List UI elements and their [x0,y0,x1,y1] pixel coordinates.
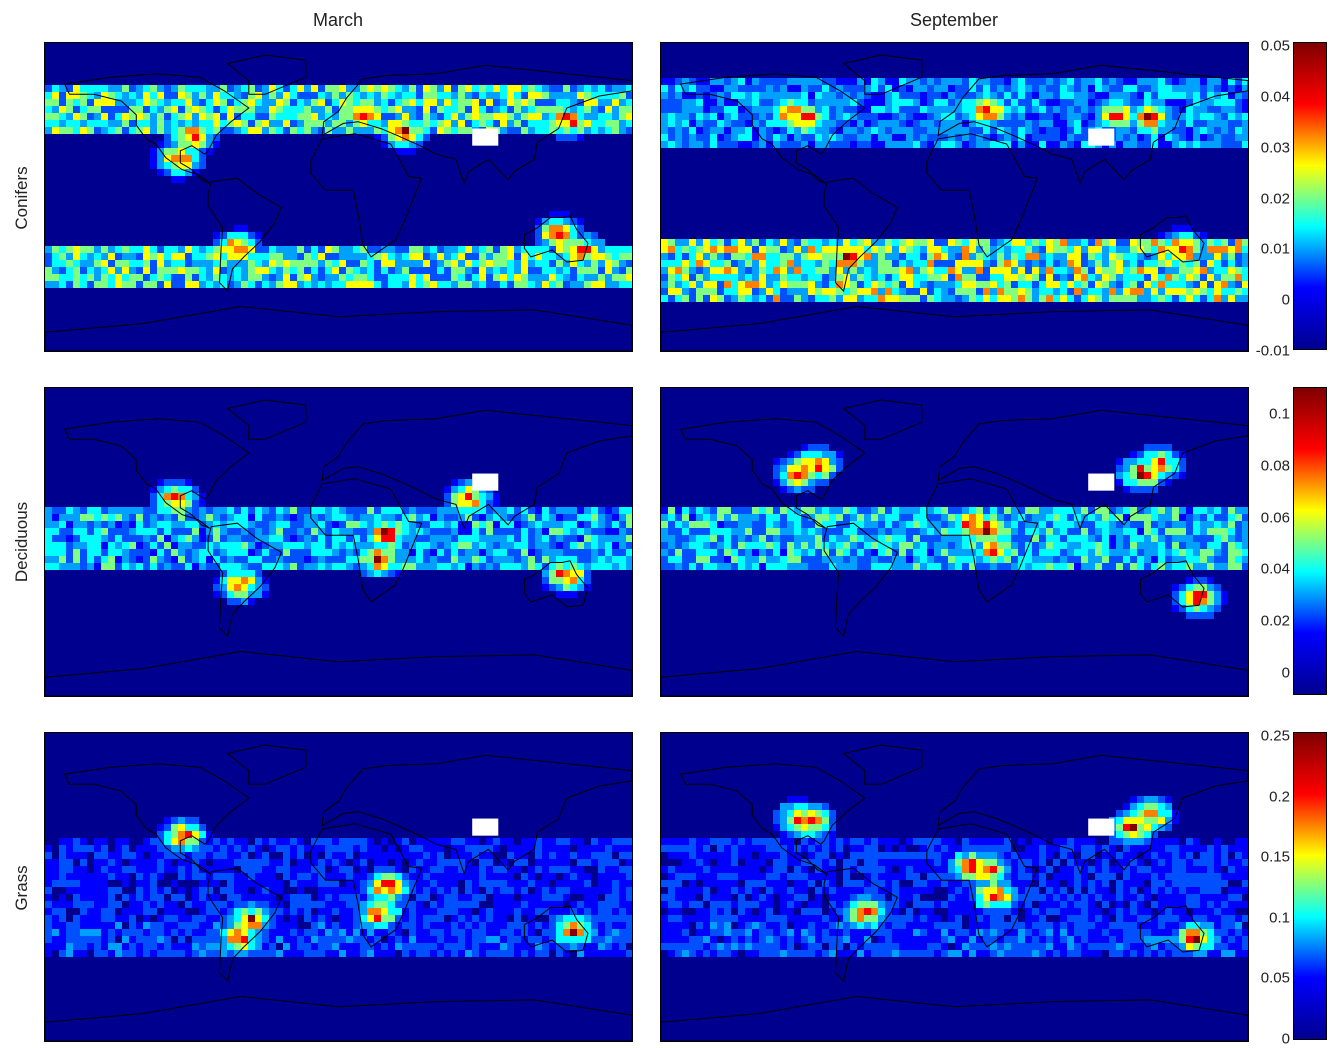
colorbar-deciduous [1293,387,1327,695]
map-grass-march [44,732,633,1042]
map-conifers-march [44,42,633,352]
map-deciduous-march [44,387,633,697]
colorbar-tick-label: 0.04 [1254,88,1290,105]
row-title-deciduous: Deciduous [12,502,32,582]
map-grass-march-svg [45,733,632,1041]
map-deciduous-march-svg [45,388,632,696]
colorbar-tick-label: 0.15 [1254,849,1290,866]
colorbar-tick-label: 0.01 [1254,241,1290,258]
colorbar-tick-label: 0 [1254,1031,1290,1048]
colorbar-tick-label: 0.25 [1254,728,1290,745]
map-deciduous-september [660,387,1249,697]
colorbar-tick-label: 0.03 [1254,139,1290,156]
colorbar-tick-label: 0.08 [1254,457,1290,474]
map-conifers-september-svg [661,43,1248,351]
colorbar-tick-label: 0.2 [1254,788,1290,805]
map-grass-september [660,732,1249,1042]
colorbar-grass [1293,732,1327,1040]
colorbar-tick-label: 0.04 [1254,561,1290,578]
column-title-march: March [44,10,632,31]
colorbar-tick-label: 0.05 [1254,970,1290,987]
row-title-grass: Grass [12,865,32,910]
map-grass-september-svg [661,733,1248,1041]
colorbar-tick-label: 0 [1254,292,1290,309]
column-title-september: September [660,10,1248,31]
row-title-conifers: Conifers [12,166,32,229]
colorbar-tick-label: 0.06 [1254,509,1290,526]
colorbar-tick-label: 0.05 [1254,38,1290,55]
colorbar-conifers [1293,42,1327,350]
map-deciduous-september-svg [661,388,1248,696]
colorbar-tick-label: 0.02 [1254,613,1290,630]
colorbar-tick-label: 0.02 [1254,190,1290,207]
colorbar-tick-label: 0 [1254,665,1290,682]
colorbar-tick-label: 0.1 [1254,909,1290,926]
map-conifers-march-svg [45,43,632,351]
map-conifers-september [660,42,1249,352]
colorbar-tick-label: 0.1 [1254,406,1290,423]
colorbar-tick-label: -0.01 [1254,343,1290,360]
